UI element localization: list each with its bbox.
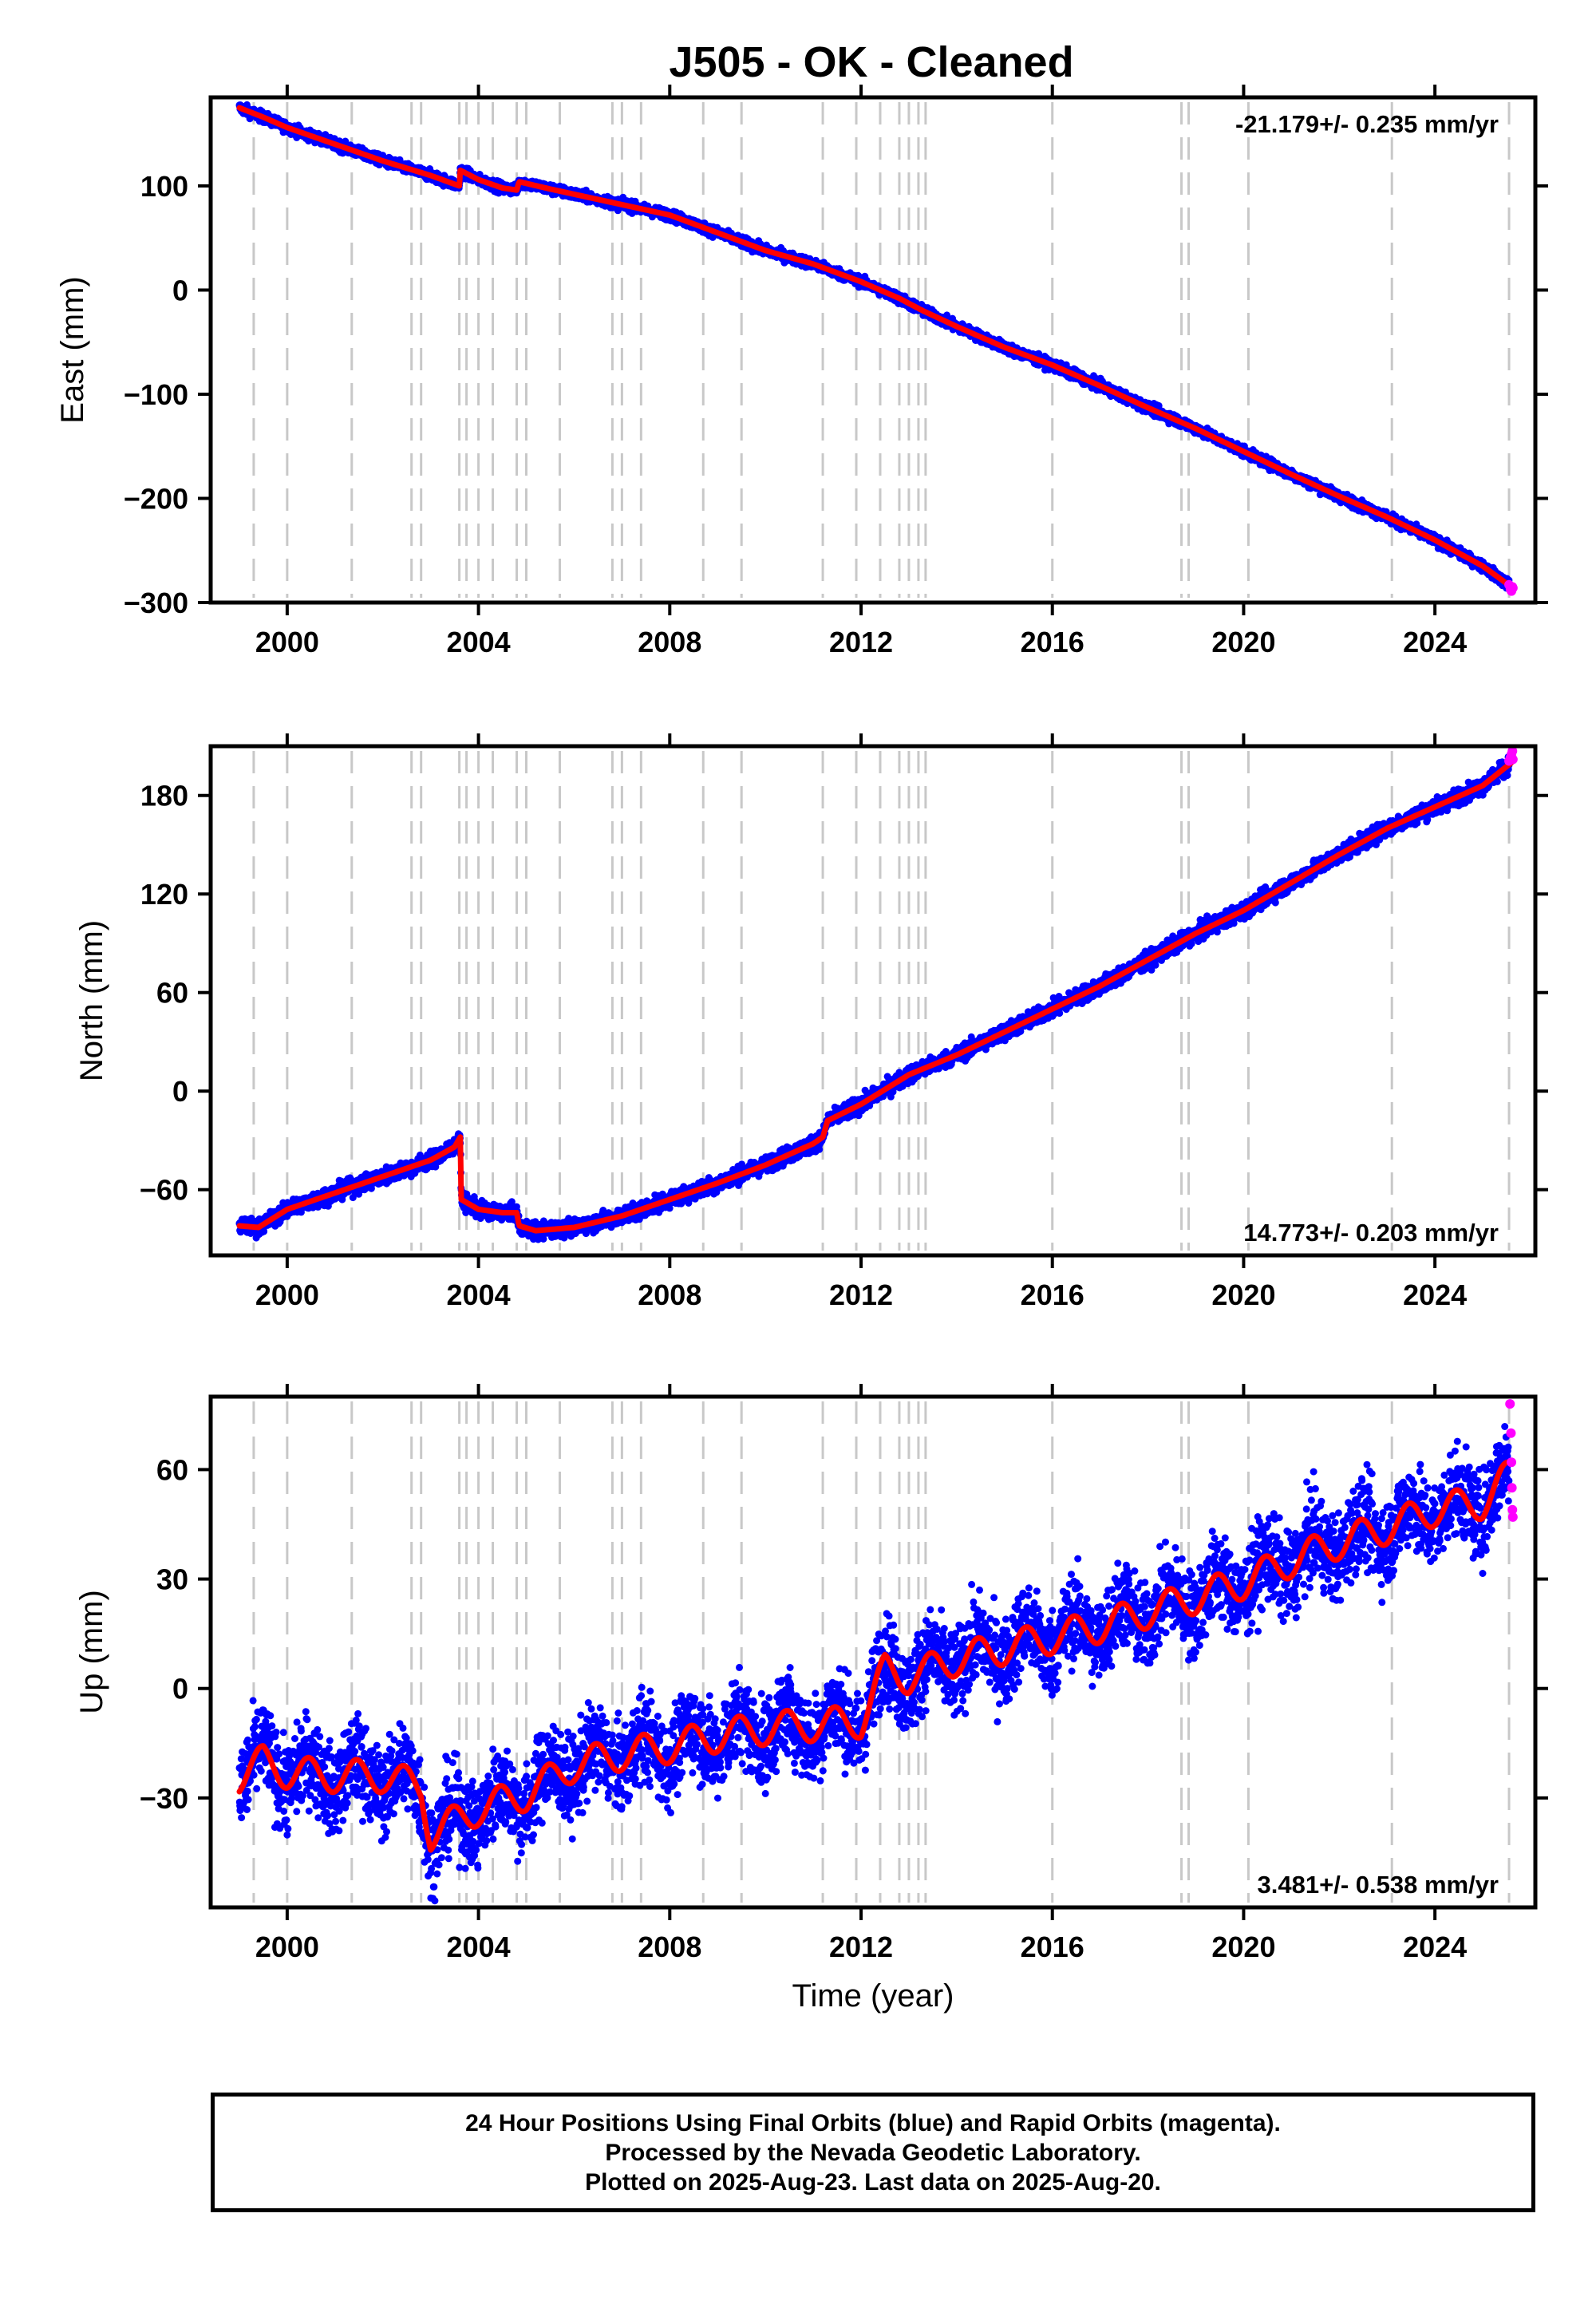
x-tick-label: 2024 <box>1403 626 1467 658</box>
rapid-orbit-points <box>1504 579 1518 596</box>
x-tick-label: 2008 <box>638 626 701 658</box>
step-lines <box>252 102 1511 598</box>
rapid-point <box>1507 583 1518 593</box>
y-tick-label: −300 <box>124 587 188 619</box>
x-tick-label: 2012 <box>829 626 893 658</box>
y-tick-label: −200 <box>124 482 188 515</box>
y-tick-label: −100 <box>124 378 188 411</box>
x-tick-label: 2000 <box>255 626 319 658</box>
final-orbit-points <box>235 753 1513 1243</box>
x-tick-label: 2004 <box>447 626 511 658</box>
step-lines <box>252 751 1511 1251</box>
panels-group: −300 −200 −100 0 100 2000 2004 2008 2012 2016 2020… <box>55 85 1548 2014</box>
y-axis-label: East (mm) <box>55 276 90 423</box>
y-tick-label: 100 <box>140 170 188 203</box>
x-tick-label: 2020 <box>1211 626 1275 658</box>
rate-label: -21.179+/- 0.235 mm/yr <box>1235 110 1499 138</box>
chart-title: J505 - OK - Cleaned <box>669 38 1073 86</box>
x-tick-label: 2016 <box>1021 626 1084 658</box>
y-tick-label: 0 <box>172 274 188 306</box>
panel-east: −300 −200 −100 0 100 2000 2004 2008 2012 2016 2020… <box>55 85 1548 658</box>
